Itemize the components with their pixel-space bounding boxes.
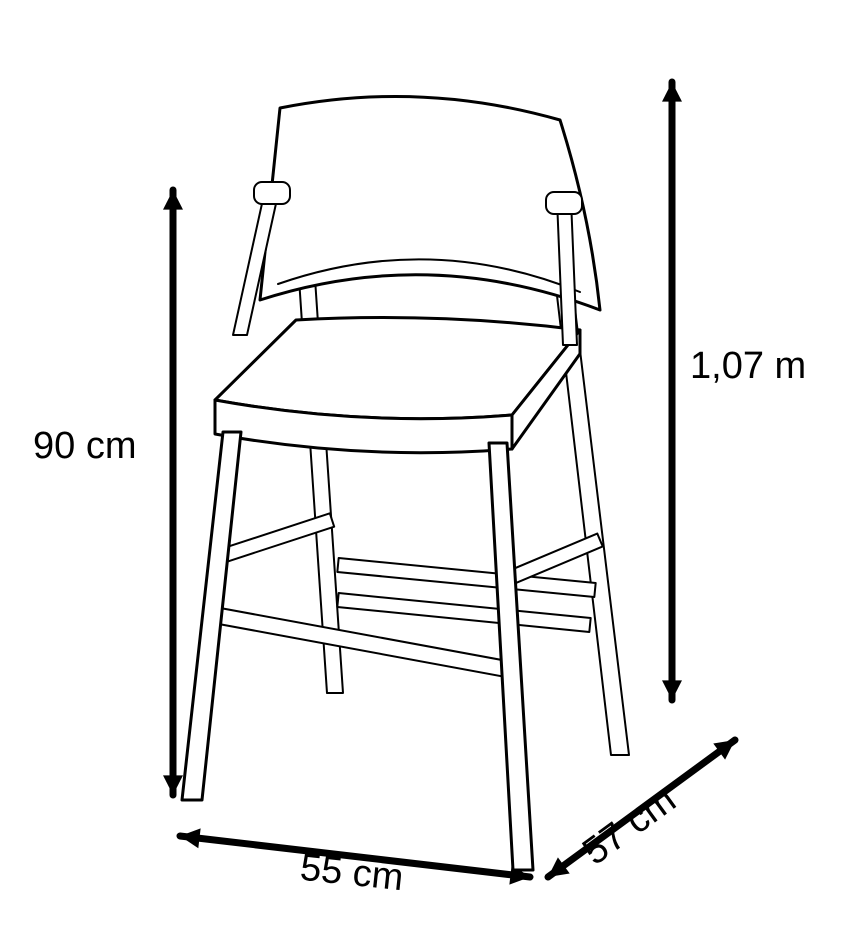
label-total-height: 1,07 m — [690, 345, 806, 388]
dimension-diagram: 90 cm 1,07 m 55 cm 57 cm — [0, 0, 850, 930]
label-seat-height: 90 cm — [33, 425, 136, 468]
